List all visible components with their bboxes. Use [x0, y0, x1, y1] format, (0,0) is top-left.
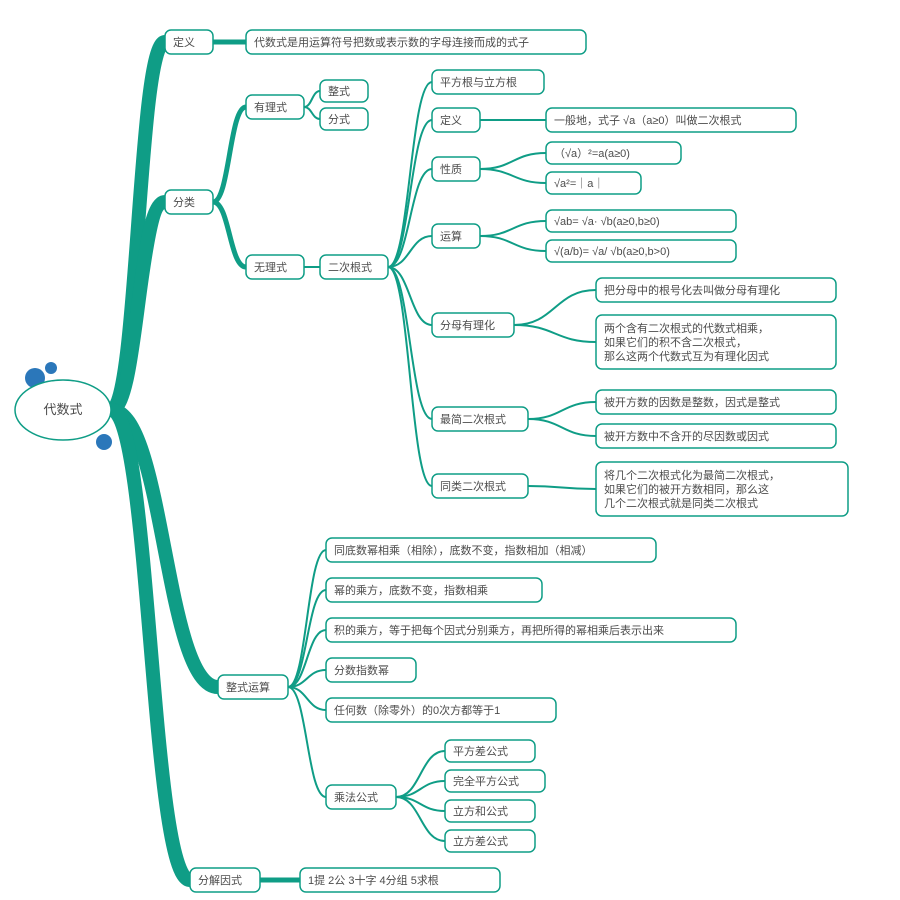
edge [304, 107, 320, 119]
node-label: 积的乘方，等于把每个因式分别乘方，再把所得的幂相乘后表示出来 [334, 623, 664, 637]
edge [213, 202, 246, 267]
node-label: 整式运算 [226, 680, 270, 694]
node-label: 1提 2公 3十字 4分组 5求根 [308, 873, 439, 887]
root-label: 代数式 [43, 402, 82, 417]
node-label: √(a/b)= √a/ √b(a≥0,b>0) [554, 246, 670, 258]
node-label: 代数式是用运算符号把数或表示数的字母连接而成的式子 [254, 35, 529, 49]
node-label: 分式 [328, 113, 350, 126]
node-label: 幂的乘方，底数不变，指数相乘 [334, 583, 488, 597]
edge [514, 290, 596, 325]
node-label: 性质 [440, 162, 462, 176]
edge [480, 221, 546, 236]
edge [388, 120, 432, 267]
node-label: 立方和公式 [453, 804, 508, 818]
node-label: 运算 [440, 229, 462, 243]
node-label: 分解因式 [198, 873, 242, 887]
node-label: 同类二次根式 [440, 479, 506, 493]
node-label: 定义 [173, 35, 195, 49]
decor-circle [45, 362, 57, 374]
decor-circle [96, 434, 112, 450]
edge [528, 486, 596, 489]
node-label: 如果它们的积不含二次根式， [604, 335, 747, 349]
node-label: 二次根式 [328, 260, 372, 274]
node-label: 完全平方公式 [453, 774, 519, 788]
edge [480, 153, 546, 169]
node-label: 无理式 [254, 261, 287, 274]
edge [288, 590, 326, 687]
node-label: 被开方数的因数是整数，因式是整式 [604, 395, 780, 409]
nodes-group: 定义 代数式是用运算符号把数或表示数的字母连接而成的式子分类 有理式 整式分式无理式 二… [165, 30, 848, 892]
node-label: 定义 [440, 113, 462, 127]
node-label: 分母有理化 [440, 318, 495, 332]
edge [304, 91, 320, 107]
node-label: 分类 [173, 195, 195, 209]
node-label: （√a）²=a(a≥0) [554, 147, 630, 160]
edge [288, 687, 326, 797]
node-label: 几个二次根式就是同类二次根式 [604, 496, 758, 510]
node-label: 将几个二次根式化为最简二次根式， [604, 468, 780, 482]
node-label: 整式 [328, 84, 350, 98]
node-label: 那么这两个代数式互为有理化因式 [604, 349, 769, 363]
edge [388, 82, 432, 267]
edge [528, 419, 596, 436]
node-label: √a²=｜a｜ [554, 177, 604, 190]
node-label: 两个含有二次根式的代数式相乘， [604, 321, 769, 335]
edge [480, 169, 546, 183]
node-label: 乘法公式 [334, 790, 378, 804]
edge [480, 236, 546, 251]
node-label: 平方根与立方根 [440, 75, 517, 89]
node-label: √ab= √a· √b(a≥0,b≥0) [554, 216, 660, 228]
edge [514, 325, 596, 342]
node-label: 如果它们的被开方数相同，那么这 [604, 482, 769, 496]
node-label: 分数指数幂 [334, 663, 389, 677]
node-label: 立方差公式 [453, 834, 508, 848]
node-label: 有理式 [254, 100, 287, 114]
edge [388, 267, 432, 486]
mindmap-canvas: 代数式 定义 代数式是用运算符号把数或表示数的字母连接而成的式子分类 有理式 整式分式无… [0, 0, 900, 900]
node-label: 最简二次根式 [440, 412, 506, 426]
edge [388, 267, 432, 419]
node-label: 被开方数中不含开的尽因数或因式 [604, 429, 769, 443]
node-label: 任何数（除零外）的0次方都等于1 [334, 703, 500, 717]
node-label: 平方差公式 [453, 744, 508, 758]
edge [213, 107, 246, 202]
edge [288, 550, 326, 687]
node-label: 一般地，式子 √a（a≥0）叫做二次根式 [554, 113, 741, 127]
node-label: 同底数幂相乘（相除），底数不变，指数相加（相减） [334, 543, 593, 557]
node-label: 把分母中的根号化去叫做分母有理化 [604, 283, 780, 297]
edge [528, 402, 596, 419]
